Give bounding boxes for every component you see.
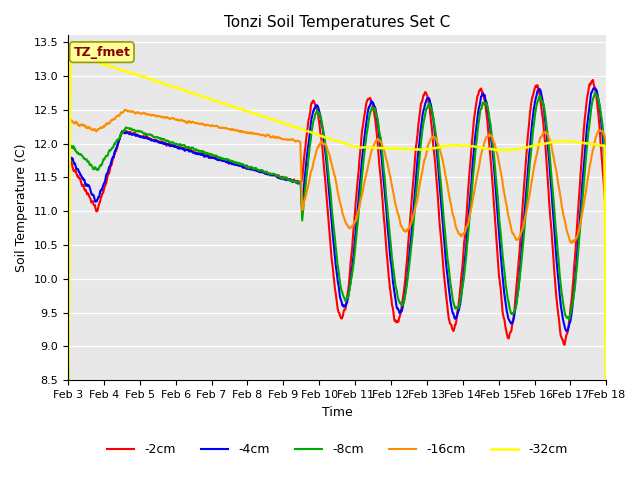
-32cm	[171, 84, 179, 90]
-32cm	[244, 108, 252, 114]
-8cm	[602, 358, 610, 364]
-16cm	[171, 117, 179, 122]
-2cm	[491, 214, 499, 220]
-32cm	[67, 50, 74, 56]
-2cm	[171, 144, 179, 149]
-8cm	[171, 141, 179, 147]
-2cm	[184, 147, 191, 153]
Line: -4cm: -4cm	[68, 88, 606, 480]
X-axis label: Time: Time	[322, 406, 353, 419]
-32cm	[184, 89, 192, 95]
Line: -8cm: -8cm	[68, 93, 606, 480]
-4cm	[171, 144, 179, 150]
Text: TZ_fmet: TZ_fmet	[74, 46, 131, 59]
-16cm	[122, 107, 129, 113]
-16cm	[64, 451, 72, 456]
-2cm	[244, 165, 252, 171]
-2cm	[539, 113, 547, 119]
-2cm	[602, 400, 610, 406]
-2cm	[589, 77, 596, 83]
-32cm	[421, 146, 429, 152]
-8cm	[539, 98, 547, 104]
-16cm	[492, 144, 499, 149]
Line: -2cm: -2cm	[68, 80, 606, 480]
Y-axis label: Soil Temperature (C): Soil Temperature (C)	[15, 144, 28, 272]
-4cm	[602, 372, 610, 377]
-8cm	[491, 163, 499, 169]
-8cm	[184, 144, 191, 150]
-4cm	[420, 103, 428, 109]
Line: -16cm: -16cm	[68, 110, 606, 466]
-16cm	[244, 130, 252, 136]
-32cm	[492, 147, 499, 153]
-16cm	[184, 119, 192, 125]
-16cm	[421, 156, 429, 162]
-4cm	[539, 96, 547, 102]
-4cm	[184, 146, 191, 152]
-32cm	[539, 141, 547, 147]
Line: -32cm: -32cm	[68, 53, 606, 480]
-8cm	[420, 115, 428, 120]
-8cm	[244, 165, 252, 171]
-2cm	[420, 91, 428, 96]
-4cm	[592, 85, 600, 91]
-16cm	[539, 131, 547, 137]
-16cm	[602, 463, 610, 469]
Title: Tonzi Soil Temperatures Set C: Tonzi Soil Temperatures Set C	[224, 15, 451, 30]
Legend: -2cm, -4cm, -8cm, -16cm, -32cm: -2cm, -4cm, -8cm, -16cm, -32cm	[102, 438, 573, 461]
-4cm	[244, 166, 252, 172]
-8cm	[591, 90, 599, 96]
-4cm	[491, 176, 499, 181]
